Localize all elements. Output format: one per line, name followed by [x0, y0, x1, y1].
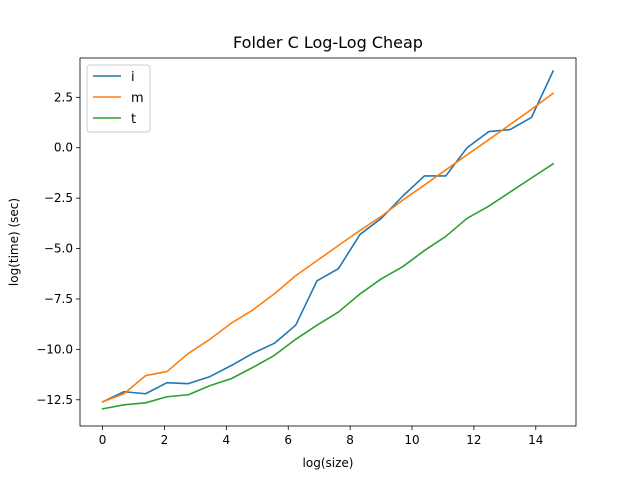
y-tick-label: −2.5 — [44, 191, 73, 205]
y-ticks: −12.5 −10.0 −7.5 −5.0 −2.5 0.0 2.5 — [36, 90, 80, 407]
legend-label-m: m — [131, 91, 144, 106]
series-line-t — [101, 162, 555, 410]
series-group — [101, 70, 555, 410]
y-tick-label: 0.0 — [54, 141, 73, 155]
legend-label-i: i — [131, 70, 135, 85]
plot-frame — [79, 57, 577, 427]
x-tick-label: 2 — [161, 433, 169, 447]
series-line-i — [101, 70, 555, 403]
x-tick-label: 12 — [466, 433, 481, 447]
x-tick-label: 4 — [223, 433, 231, 447]
y-tick-label: −5.0 — [44, 242, 73, 256]
legend-box — [86, 64, 151, 133]
x-axis-label: log(size) — [303, 456, 354, 470]
x-ticks: 0 2 4 6 8 10 12 14 — [99, 426, 543, 447]
x-tick-label: 6 — [284, 433, 292, 447]
y-axis-label: log(time) (sec) — [7, 198, 21, 286]
legend: imt — [86, 64, 151, 133]
y-tick-label: −12.5 — [36, 393, 73, 407]
x-tick-label: 8 — [346, 433, 354, 447]
x-tick-label: 10 — [404, 433, 419, 447]
chart-title: Folder C Log-Log Cheap — [233, 33, 423, 52]
x-tick-label: 14 — [528, 433, 543, 447]
y-tick-label: 2.5 — [54, 90, 73, 104]
legend-label-t: t — [131, 112, 136, 127]
y-tick-label: −7.5 — [44, 292, 73, 306]
plot-area — [80, 58, 576, 426]
series-line-m — [101, 92, 555, 403]
x-tick-label: 0 — [99, 433, 107, 447]
y-tick-label: −10.0 — [36, 342, 73, 356]
